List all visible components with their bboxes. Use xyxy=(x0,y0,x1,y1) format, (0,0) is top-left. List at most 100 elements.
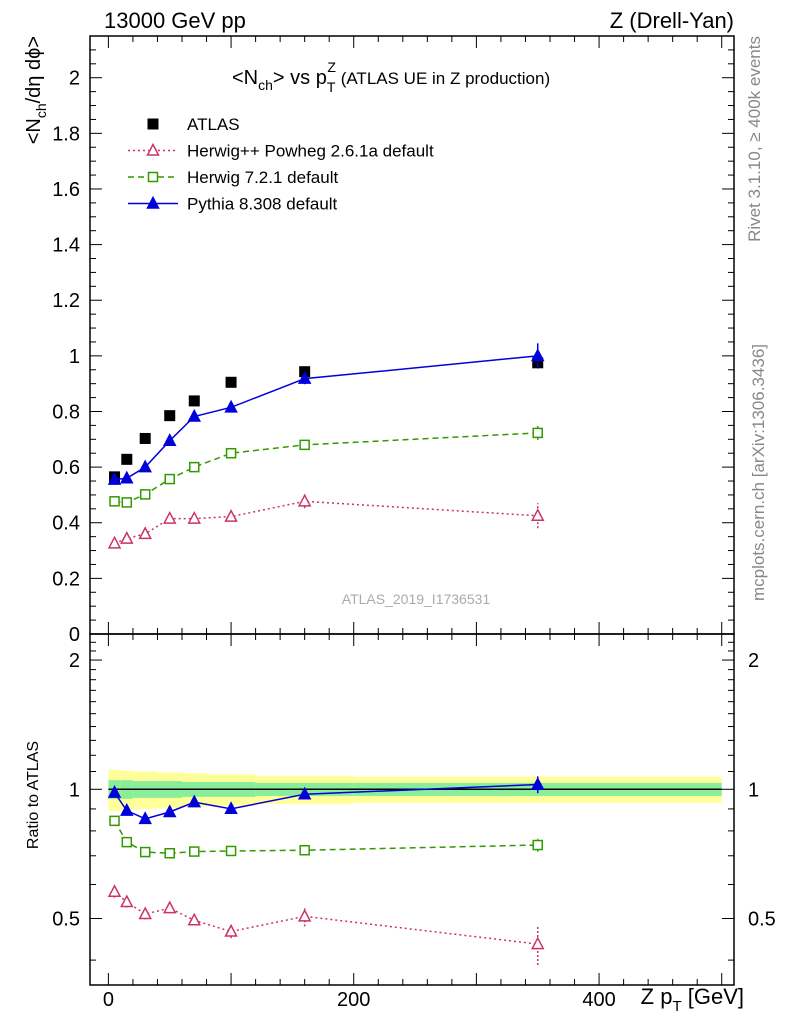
y-tick-label: 0 xyxy=(69,624,80,646)
pythia-8-308-default-ratio-point xyxy=(138,811,152,825)
herwig-7-2-1-default-ratio-point xyxy=(139,846,151,858)
ratio-tick-label: 0.5 xyxy=(748,909,776,931)
main-panel: 0 0.2 0.4 0.6 0.8 1 1.2 1.4 1.6 1.8 2 xyxy=(52,35,735,985)
y-tick-label: 1.8 xyxy=(52,123,80,145)
y-tick-label: 1.6 xyxy=(52,179,80,201)
herwig-7-2-1-default-ratio-point xyxy=(121,836,133,848)
ratio-tick-label: 2 xyxy=(69,650,80,672)
pythia-8-308-default-ratio-point xyxy=(297,786,312,800)
pythia-8-308-default-point xyxy=(138,459,152,473)
pythia-8-308-default-ratio-point xyxy=(162,804,177,818)
herwig-7-2-1-default-line xyxy=(114,432,538,504)
ratio-panel: 0 200 400 0.5 0.5 1 1 2 2 xyxy=(52,633,776,1011)
herwig-7-2-1-default-ratio-line xyxy=(113,820,538,854)
y-tick-label: 0.6 xyxy=(52,457,80,479)
rivet-label: Rivet 3.1.10, ≥ 400k events xyxy=(745,36,764,242)
y-tick-label: 0.2 xyxy=(52,568,80,590)
pythia-8-308-default-ratio-point xyxy=(530,776,545,790)
y-tick-label: 0.4 xyxy=(52,513,80,535)
atlas-point xyxy=(139,432,151,444)
atlas-point xyxy=(188,395,200,407)
chart-title: <Nch> vs pTZ (ATLAS UE in Z production) xyxy=(232,59,550,95)
herwig-7-2-1-default-point xyxy=(532,427,543,439)
pythia-8-308-default-ratio-point xyxy=(120,803,134,816)
herwig-7-2-1-default-ratio-point xyxy=(109,815,120,827)
herwig-powheg-2-6-1a-default-point xyxy=(530,508,545,522)
herwig-powheg-2-6-1a-default-ratio-point xyxy=(120,894,134,908)
pythia-8-308-default-point xyxy=(530,348,545,362)
herwig-powheg-2-6-1a-default-point xyxy=(107,535,122,549)
x-tick-label: 400 xyxy=(582,989,615,1011)
y-tick-label: 1 xyxy=(69,346,80,368)
ratio-tick-label: 1 xyxy=(748,779,759,801)
ratio-frame xyxy=(89,633,735,986)
herwig-powheg-2-6-1a-default-line xyxy=(114,500,538,545)
herwig-7-2-1-default-ratio-point xyxy=(299,844,310,856)
legend-marker-herwig-7-2-1-default xyxy=(147,171,159,183)
herwig-powheg-2-6-1a-default-ratio-point xyxy=(224,923,238,937)
ratio-tick-label: 1 xyxy=(69,779,80,801)
herwig-powheg-2-6-1a-default-point xyxy=(224,509,238,522)
herwig-7-2-1-default-ratio-point xyxy=(189,846,200,857)
herwig-7-2-1-default-point xyxy=(164,473,175,485)
header-left: 13000 GeV pp xyxy=(104,8,246,33)
herwig-powheg-2-6-1a-default-point xyxy=(187,510,202,524)
herwig-powheg-2-6-1a-default-point xyxy=(120,530,134,544)
herwig-powheg-2-6-1a-default-ratio-point xyxy=(187,912,202,926)
y-tick-label: 0.8 xyxy=(52,401,80,423)
y-axis-label: <Nch/dη dϕ> xyxy=(23,36,49,144)
herwig-powheg-2-6-1a-default-ratio-point xyxy=(297,908,312,922)
legend: ATLAS Herwig++ Powheg 2.6.1a default Herwi… xyxy=(128,115,434,214)
herwig-7-2-1-default-point xyxy=(139,489,151,500)
pythia-8-308-default-point xyxy=(162,433,177,446)
herwig-7-2-1-default-ratio-point xyxy=(164,847,175,859)
herwig-7-2-1-default-point xyxy=(109,496,120,507)
pythia-8-308-default-point xyxy=(120,470,134,484)
legend-label-herwig-7-2-1-default: Herwig 7.2.1 default xyxy=(187,168,338,187)
y-tick-label: 1.2 xyxy=(52,290,80,312)
x-axis-label: Z pT [GeV] xyxy=(641,984,744,1015)
herwig-powheg-2-6-1a-default-point xyxy=(162,510,177,524)
atlas-point xyxy=(164,410,176,422)
herwig-powheg-2-6-1a-default-point xyxy=(138,526,152,540)
ratio-tick-label: 0.5 xyxy=(52,909,80,931)
herwig-powheg-2-6-1a-default-ratio-point xyxy=(162,900,177,914)
pythia-8-308-default-point xyxy=(187,408,202,422)
pythia-8-308-default-point xyxy=(297,371,312,384)
y-tick-label: 1.4 xyxy=(52,235,80,257)
ratio-tick-label: 2 xyxy=(748,650,759,672)
atlas-point xyxy=(225,376,237,388)
mcplots-label: mcplots.cern.ch [arXiv:1306.3436] xyxy=(749,344,768,601)
herwig-7-2-1-default-point xyxy=(225,447,237,459)
pythia-8-308-default-ratio-point xyxy=(187,794,202,808)
legend-marker-pythia-8-308-default xyxy=(146,195,160,209)
herwig-7-2-1-default-point xyxy=(189,461,200,473)
pythia-8-308-default-point xyxy=(107,472,122,485)
x-tick-label: 0 xyxy=(103,989,114,1011)
pythia-8-308-default-ratio-point xyxy=(107,784,122,798)
herwig-powheg-2-6-1a-default-point xyxy=(297,493,312,507)
legend-label-atlas: ATLAS xyxy=(187,115,240,134)
pythia-8-308-default-line xyxy=(114,355,538,481)
pythia-8-308-default-point xyxy=(224,399,238,413)
herwig-powheg-2-6-1a-default-ratio-point xyxy=(138,906,152,920)
herwig-7-2-1-default-point xyxy=(121,497,133,508)
herwig-powheg-2-6-1a-default-ratio-point xyxy=(107,884,122,898)
herwig-7-2-1-default-ratio-point xyxy=(225,845,237,857)
legend-label-pythia-8-308-default: Pythia 8.308 default xyxy=(187,195,338,214)
herwig-powheg-2-6-1a-default-ratio-point xyxy=(530,936,545,950)
x-tick-label: 200 xyxy=(337,989,370,1011)
y-tick-label: 2 xyxy=(69,68,80,90)
ratio-y-axis-label: Ratio to ATLAS xyxy=(25,741,42,849)
analysis-watermark: ATLAS_2019_I1736531 xyxy=(342,591,491,607)
legend-marker-herwig-powheg-2-6-1a-default xyxy=(146,142,160,156)
herwig-powheg-2-6-1a-default-ratio-line xyxy=(114,891,538,945)
herwig-7-2-1-default-point xyxy=(299,439,310,451)
herwig-7-2-1-default-ratio-point xyxy=(532,839,543,851)
legend-label-herwig-powheg-2-6-1a-default: Herwig++ Powheg 2.6.1a default xyxy=(187,142,434,161)
atlas-point xyxy=(121,453,133,465)
legend-marker-atlas xyxy=(147,118,159,130)
pythia-8-308-default-ratio-point xyxy=(224,801,238,815)
header-right: Z (Drell-Yan) xyxy=(610,8,734,33)
